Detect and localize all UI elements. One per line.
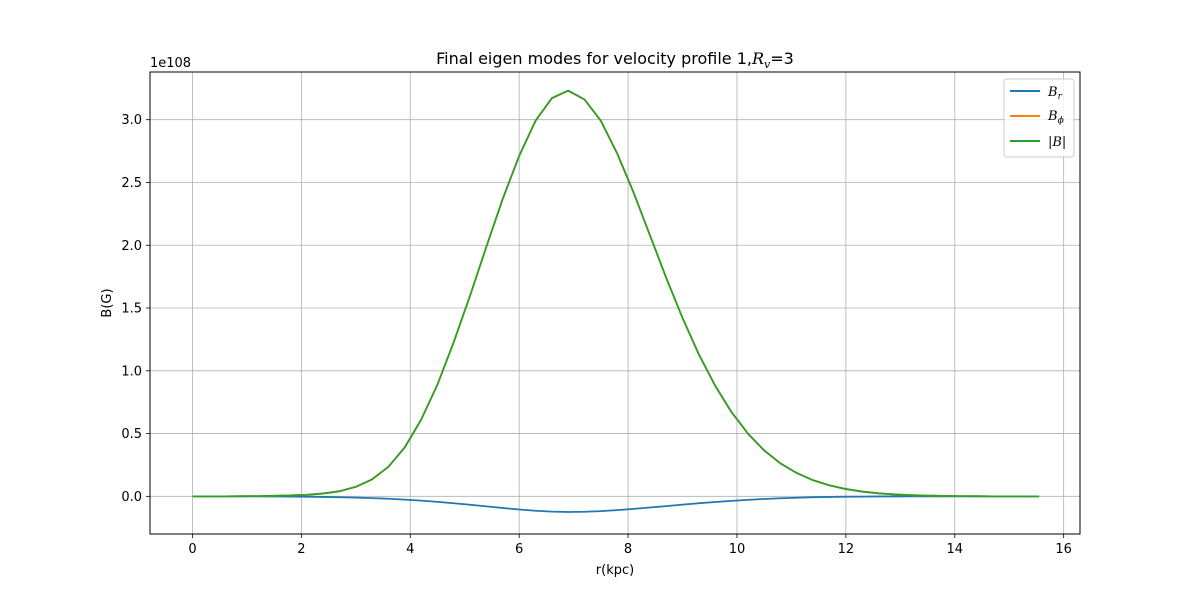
- legend-box: [1003, 78, 1075, 158]
- plot-frame: [149, 71, 1081, 535]
- y-tick-label: 3.0: [121, 113, 142, 128]
- y-tick-label: 0.0: [121, 490, 142, 505]
- chart-title-suffix: =3: [770, 49, 794, 68]
- x-tick-label: 6: [515, 542, 523, 557]
- y-tick-label: 2.5: [121, 176, 142, 191]
- series-line-br: [192, 495, 1040, 513]
- legend-label-br: Br: [1047, 85, 1063, 102]
- x-tick-label: 10: [729, 542, 746, 557]
- legend: Br Bϕ |B|: [1003, 78, 1075, 158]
- y-tick-label: 1.0: [121, 364, 142, 379]
- y-offset-text: 1e108: [150, 56, 191, 71]
- y-tick-label: 1.5: [121, 302, 142, 317]
- legend-label-bphi: Bϕ: [1047, 109, 1064, 126]
- x-tick-label: 12: [838, 542, 855, 557]
- chart-title: Final eigen modes for velocity profile 1…: [436, 49, 794, 71]
- y-tick-label: 0.5: [121, 427, 142, 442]
- y-axis-label: B(G): [100, 288, 115, 317]
- x-tick-label: 14: [946, 542, 963, 557]
- y-tick-label: 2.0: [121, 239, 142, 254]
- series-lines: [192, 89, 1040, 513]
- chart-title-math-sub: v: [764, 58, 771, 71]
- ticks: 0 2 4 6 8 10 12 14 16 0.0 0.5 1.0 1.5 2.0 2.5 3.0: [121, 113, 1072, 557]
- x-tick-label: 0: [188, 542, 196, 557]
- x-axis-label: r(kpc): [596, 563, 634, 578]
- x-tick-label: 8: [624, 542, 632, 557]
- x-tick-label: 2: [297, 542, 305, 557]
- x-tick-label: 4: [406, 542, 414, 557]
- x-tick-label: 16: [1055, 542, 1072, 557]
- legend-label-babs: |B|: [1048, 135, 1066, 150]
- chart-title-math: R: [751, 49, 764, 68]
- series-line-babs: [192, 89, 1040, 498]
- chart-title-text: Final eigen modes for velocity profile 1…: [436, 49, 752, 68]
